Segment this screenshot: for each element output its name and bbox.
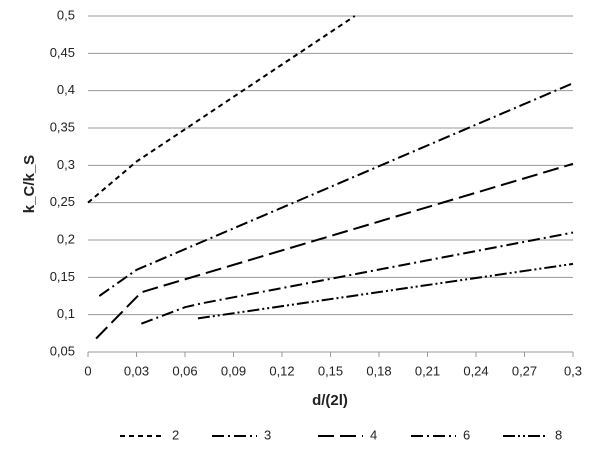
series-line — [98, 82, 574, 297]
y-tick-label: 0,45 — [50, 45, 75, 60]
x-tick-label: 0 — [84, 363, 91, 378]
x-axis-title: d/(2l) — [312, 392, 348, 409]
series-line — [197, 262, 574, 320]
y-tick-label: 0,05 — [50, 343, 75, 358]
y-tick-label: 0,4 — [57, 82, 75, 97]
x-tick-label: 0,03 — [124, 363, 149, 378]
y-tick-label: 0,2 — [57, 231, 75, 246]
y-tick-label: 0,15 — [50, 269, 75, 284]
x-tick-label: 0,18 — [366, 363, 391, 378]
series-line — [95, 162, 574, 340]
series-line — [140, 231, 574, 325]
y-tick-label: 0,35 — [50, 119, 75, 134]
y-tick-label: 0,5 — [57, 7, 75, 22]
x-tick-label: 0,12 — [269, 363, 294, 378]
legend-label: 3 — [264, 427, 271, 442]
y-tick-label: 0,1 — [57, 306, 75, 321]
x-tick-label: 0,06 — [172, 363, 197, 378]
x-tick-label: 0,09 — [221, 363, 246, 378]
x-tick-label: 0,27 — [512, 363, 537, 378]
x-tick-label: 0,15 — [318, 363, 343, 378]
x-tick-label: 0,24 — [463, 363, 488, 378]
legend-label: 6 — [463, 427, 470, 442]
legend-label: 2 — [172, 427, 179, 442]
legend-label: 4 — [370, 427, 377, 442]
x-tick-label: 0,21 — [415, 363, 440, 378]
y-tick-label: 0,3 — [57, 157, 75, 172]
y-tick-label: 0,25 — [50, 194, 75, 209]
legend-label: 8 — [555, 427, 562, 442]
series-line — [87, 15, 356, 204]
y-axis-title: k_C/k_S — [21, 155, 38, 213]
x-tick-label: 0,3 — [564, 363, 582, 378]
